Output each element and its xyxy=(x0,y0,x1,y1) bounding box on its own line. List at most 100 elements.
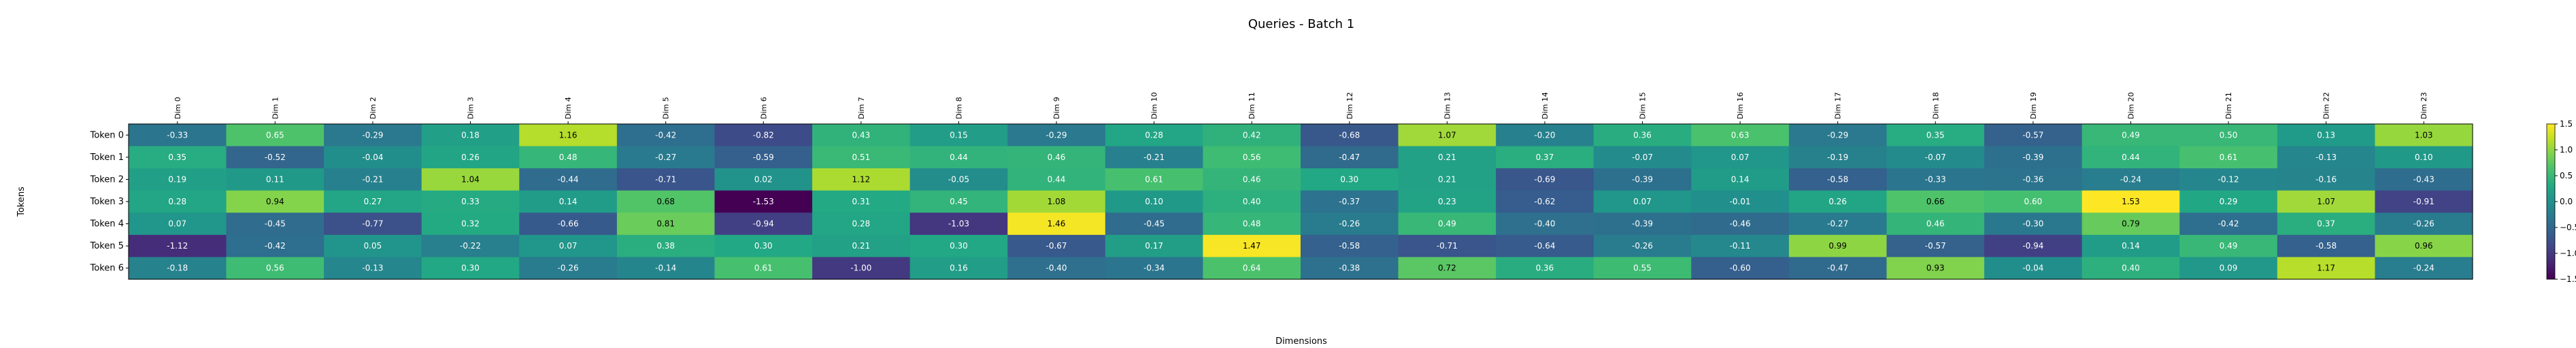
cell-value-label: 0.10 xyxy=(1145,197,1163,206)
cell-value-label: 0.44 xyxy=(1048,174,1066,184)
cell-value-label: 0.65 xyxy=(266,130,284,140)
heatmap-cell xyxy=(1691,168,1790,191)
heatmap-cell xyxy=(226,190,324,213)
cell-value-label: 0.29 xyxy=(2220,197,2238,206)
heatmap-cell xyxy=(519,257,618,280)
cell-value-label: 0.49 xyxy=(2220,241,2238,251)
cell-value-label: 0.02 xyxy=(754,174,773,184)
cell-value-label: -0.42 xyxy=(265,241,286,251)
heatmap-cell xyxy=(1886,124,1985,147)
heatmap-cell xyxy=(129,212,227,236)
cell-value-label: -0.39 xyxy=(1632,174,1653,184)
chart-title: Queries - Batch 1 xyxy=(1248,17,1354,31)
cell-value-label: -0.27 xyxy=(655,153,676,162)
colorbar-tick-label: 1.0 xyxy=(2560,145,2573,155)
x-tick-label: Dim 8 xyxy=(954,97,963,119)
cell-value-label: -0.19 xyxy=(1827,153,1848,162)
heatmap-cell xyxy=(1007,124,1106,147)
cell-value-label: -0.24 xyxy=(2120,174,2141,184)
heatmap-cell xyxy=(812,234,911,258)
heatmap-cell xyxy=(2179,146,2278,169)
heatmap-cell xyxy=(1593,146,1692,169)
heatmap-cell xyxy=(226,168,324,191)
colorbar-ticks: −1.5 −1.0 −0.5 0.0 0.5 1.0 1.5 xyxy=(2555,119,2576,284)
heatmap-cell xyxy=(909,146,1008,169)
x-tick-label: Dim 2 xyxy=(369,97,378,119)
cell-value-label: -0.04 xyxy=(362,153,383,162)
x-tick-label: Dim 18 xyxy=(1931,92,1940,119)
cell-value-label: 0.35 xyxy=(168,153,186,162)
cell-value-label: -0.39 xyxy=(1632,219,1653,229)
y-tick-label: Token 5 xyxy=(90,241,124,251)
cell-value-label: -0.91 xyxy=(2413,197,2435,206)
heatmap-cell xyxy=(421,190,520,213)
cell-value-label: -0.22 xyxy=(460,241,481,251)
heatmap-cell xyxy=(616,234,716,258)
heatmap-cell xyxy=(2375,124,2473,147)
heatmap-cell xyxy=(1886,146,1985,169)
heatmap-cell xyxy=(1984,257,2083,280)
cell-value-label: 0.21 xyxy=(852,241,871,251)
cell-value-label: -0.07 xyxy=(1632,153,1653,162)
cell-value-label: -0.12 xyxy=(2218,174,2239,184)
cell-value-label: 0.61 xyxy=(1145,174,1163,184)
heatmap-cell xyxy=(1593,168,1692,191)
heatmap-cell xyxy=(1496,168,1594,191)
cell-value-label: 0.61 xyxy=(754,264,773,273)
cell-value-label: 0.05 xyxy=(364,241,382,251)
heatmap-cell xyxy=(1788,146,1888,169)
cell-value-label: -0.57 xyxy=(2022,130,2043,140)
heatmap-cell xyxy=(2277,212,2376,236)
cell-value-label: 0.30 xyxy=(461,264,480,273)
x-tick-label: Dim 7 xyxy=(857,97,866,119)
heatmap-cell xyxy=(1203,212,1301,236)
heatmap-cell xyxy=(2375,212,2473,236)
cell-value-label: -0.66 xyxy=(558,219,579,229)
cell-value-label: -0.58 xyxy=(1339,241,1360,251)
x-tick-label: Dim 12 xyxy=(1345,92,1354,119)
heatmap-cell xyxy=(421,124,520,147)
y-axis-label: Tokens xyxy=(16,187,27,217)
cell-value-label: 0.26 xyxy=(461,153,480,162)
cell-value-label: 0.60 xyxy=(2024,197,2043,206)
x-tick-label: Dim 14 xyxy=(1541,92,1550,119)
y-axis-ticks: Token 0 Token 1 Token 2 Token 3 Token 4 Token… xyxy=(90,130,129,274)
cell-value-label: -0.29 xyxy=(362,130,383,140)
y-tick-label: Token 1 xyxy=(90,153,124,163)
heatmap-cell xyxy=(129,168,227,191)
cell-value-label: -0.69 xyxy=(1534,174,1555,184)
x-tick-label: Dim 23 xyxy=(2420,92,2428,119)
heatmap-cell xyxy=(1301,190,1399,213)
heatmap-cell xyxy=(812,190,911,213)
cell-value-label: 0.09 xyxy=(2220,264,2238,273)
cell-value-label: 0.07 xyxy=(1731,153,1750,162)
heatmap-cell xyxy=(1886,212,1985,236)
heatmap-cell xyxy=(1496,234,1594,258)
cell-value-label: 0.16 xyxy=(950,264,968,273)
heatmap-cell xyxy=(519,234,618,258)
heatmap-cell xyxy=(2375,257,2473,280)
cell-value-label: 0.79 xyxy=(2122,219,2140,229)
heatmap-cell xyxy=(421,212,520,236)
heatmap-cell xyxy=(2081,190,2180,213)
colorbar xyxy=(2546,123,2556,280)
cell-value-label: 1.08 xyxy=(1048,197,1066,206)
cell-value-label: 0.15 xyxy=(950,130,968,140)
cell-value-label: -1.00 xyxy=(850,264,871,273)
heatmap-cell xyxy=(2081,146,2180,169)
heatmap-cell xyxy=(1788,212,1888,236)
cell-value-label: -0.38 xyxy=(1339,264,1360,273)
heatmap-cell xyxy=(616,212,716,236)
cell-value-label: 0.10 xyxy=(2415,153,2433,162)
y-tick-label: Token 4 xyxy=(90,219,124,230)
heatmap-cell xyxy=(519,146,618,169)
cell-value-label: 0.44 xyxy=(950,153,968,162)
heatmap-cell xyxy=(1788,124,1888,147)
cell-value-label: -0.21 xyxy=(1143,153,1165,162)
heatmap-cell xyxy=(129,257,227,280)
cell-value-label: -0.45 xyxy=(1143,219,1165,229)
cell-value-label: -0.27 xyxy=(1827,219,1848,229)
cell-value-label: -0.13 xyxy=(2315,153,2337,162)
cell-value-label: 0.07 xyxy=(1633,197,1652,206)
heatmap-cell xyxy=(1496,257,1594,280)
